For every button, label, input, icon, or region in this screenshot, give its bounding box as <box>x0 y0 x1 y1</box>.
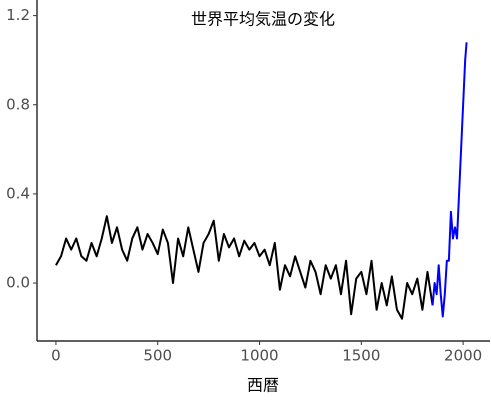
x-axis-title: 西暦 <box>247 376 279 395</box>
y-tick-label: 1.2 <box>6 6 30 24</box>
x-tick-label: 0 <box>51 347 61 365</box>
y-tick-label: 0.8 <box>6 95 30 113</box>
x-tick-label: 1500 <box>342 347 380 365</box>
x-tick-label: 1000 <box>240 347 278 365</box>
y-tick-label: 0.4 <box>6 184 30 202</box>
x-tick-label: 500 <box>143 347 172 365</box>
chart-title: 世界平均気温の変化 <box>191 10 335 29</box>
line-series <box>55 215 434 320</box>
line-series <box>431 42 468 318</box>
y-tick-label: 0.0 <box>6 274 30 292</box>
x-tick-label: 2000 <box>444 347 482 365</box>
